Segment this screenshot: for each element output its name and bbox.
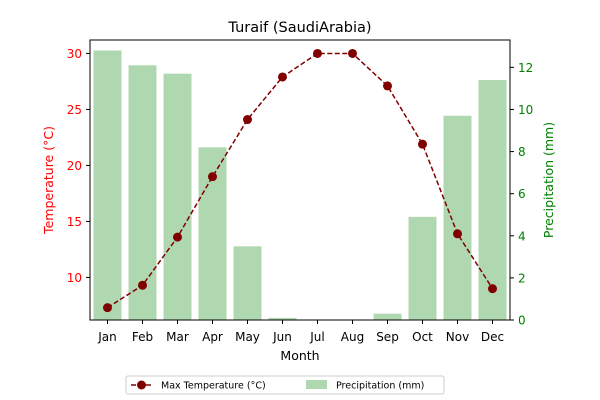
temperature-polyline: [107, 52, 494, 309]
temperature-point-jun: [278, 72, 287, 82]
right-tick-label: 12: [518, 61, 533, 75]
legend-frame: [125, 375, 445, 395]
chart-title: Turaif (SaudiArabia): [227, 20, 371, 36]
right-tick-label: 2: [518, 271, 526, 285]
left-tick-label: 20: [67, 159, 82, 173]
legend-label-precipitation: Precipitation (mm): [336, 381, 424, 392]
precip-bar-nov: [443, 115, 472, 320]
left-axis-label: Temperature (°C): [41, 126, 56, 235]
left-tick-label: 10: [67, 271, 82, 285]
temperature-point-jan: [103, 303, 112, 313]
temperature-point-dec: [488, 284, 497, 294]
x-axis: Jan Feb Mar Apr May Jun Jul Aug Sep Oct Nov Dec: [97, 320, 504, 344]
temperature-point-apr: [208, 172, 217, 182]
temperature-point-mar: [173, 232, 182, 242]
x-tick-label: Jan: [97, 330, 117, 344]
x-tick-label: May: [235, 330, 260, 344]
legend-bar-swatch: [306, 380, 327, 389]
precip-bar-may: [233, 246, 262, 320]
right-tick-label: 4: [518, 229, 526, 243]
x-tick-label: Jun: [272, 330, 292, 344]
x-tick-label: Apr: [202, 330, 223, 344]
right-axis: 0 2 4 6 8 10 12: [510, 61, 533, 328]
precip-bar-feb: [128, 65, 157, 321]
temperature-point-jul: [313, 48, 322, 58]
x-tick-label: Jul: [309, 330, 324, 344]
right-tick-label: 10: [518, 103, 533, 117]
legend-marker-swatch: [137, 380, 146, 390]
temperature-point-nov: [453, 229, 462, 239]
left-axis: 10 15 20 25 30: [67, 47, 90, 285]
precip-bar-oct: [408, 216, 437, 320]
precip-bar-sep: [373, 313, 402, 320]
precip-bar-mar: [163, 73, 192, 321]
temperature-point-oct: [418, 139, 427, 149]
left-tick-label: 15: [67, 215, 82, 229]
x-tick-label: Sep: [376, 330, 399, 344]
legend: Max Temperature (°C) Precipitation (mm): [125, 375, 445, 395]
x-tick-label: Mar: [166, 330, 189, 344]
precip-bar-dec: [478, 80, 507, 320]
left-tick-label: 30: [67, 47, 82, 61]
plot-frame: [89, 39, 511, 321]
right-tick-label: 8: [518, 145, 526, 159]
x-axis-label: Month: [280, 348, 319, 363]
precipitation-bars: [93, 50, 507, 321]
left-tick-label: 25: [67, 103, 82, 117]
right-axis-label: Precipitation (mm): [541, 122, 556, 238]
right-tick-label: 0: [518, 314, 526, 328]
precip-bar-jun: [268, 317, 297, 320]
x-tick-label: Feb: [132, 330, 153, 344]
temperature-point-feb: [138, 280, 147, 290]
temperature-point-sep: [383, 81, 392, 91]
precip-bar-jan: [93, 50, 122, 321]
x-tick-label: Nov: [446, 330, 469, 344]
x-tick-label: Oct: [412, 330, 433, 344]
x-tick-label: Dec: [481, 330, 504, 344]
temperature-line: [103, 48, 497, 313]
legend-label-temperature: Max Temperature (°C): [161, 381, 266, 392]
right-tick-label: 6: [518, 187, 526, 201]
temperature-point-aug: [348, 48, 357, 58]
temperature-point-may: [243, 115, 252, 125]
x-tick-label: Aug: [341, 330, 364, 344]
